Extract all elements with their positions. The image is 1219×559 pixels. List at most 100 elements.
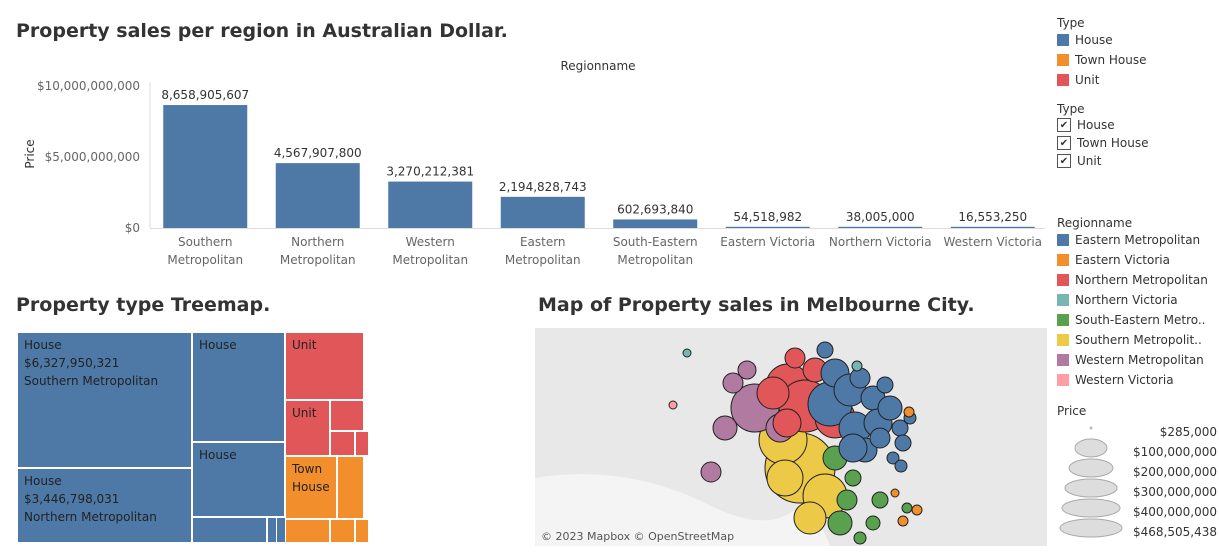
color-swatch: [1057, 274, 1069, 286]
treemap-cell-house[interactable]: House: [192, 442, 285, 517]
legend-item-region[interactable]: Northern Metropolitan: [1057, 270, 1208, 290]
treemap-cell-small[interactable]: [355, 519, 369, 543]
x-tick-label: Metropolitan: [617, 253, 693, 267]
legend-item-region[interactable]: Eastern Victoria: [1057, 250, 1208, 270]
map-bubble: [871, 491, 889, 509]
size-legend-shape: [1059, 518, 1123, 538]
legend-item-region[interactable]: Eastern Metropolitan: [1057, 230, 1208, 250]
map-bubble: [827, 510, 853, 536]
legend-item-region[interactable]: South-Eastern Metro..: [1057, 310, 1208, 330]
map-bubble: [851, 360, 863, 372]
size-legend-shape: [1068, 458, 1114, 478]
checkbox-checked-icon[interactable]: ✔: [1057, 136, 1071, 150]
treemap-cell-region: Southern Metropolitan: [24, 374, 159, 388]
checkbox-checked-icon[interactable]: ✔: [1057, 118, 1071, 132]
map-bubble: [877, 395, 903, 421]
y-axis-label: Price: [23, 139, 37, 168]
filter-item-town-house[interactable]: ✔ Town House: [1057, 134, 1148, 152]
size-legend-shape: [1064, 478, 1118, 498]
legend-item-region[interactable]: Northern Victoria: [1057, 290, 1208, 310]
treemap-cell-label: House: [199, 338, 237, 352]
treemap-cell-label: House: [292, 480, 330, 494]
size-legend-label: $468,505,438: [1133, 525, 1217, 539]
size-legend-label: $400,000,000: [1133, 505, 1217, 519]
size-legend-label: $285,000: [1159, 425, 1217, 439]
bar: [613, 219, 698, 228]
map-attribution: © 2023 Mapbox © OpenStreetMap: [541, 530, 735, 543]
treemap-cell-small[interactable]: [192, 517, 267, 543]
map[interactable]: [535, 328, 1047, 546]
treemap-cell-house-southern[interactable]: House $6,327,950,321 Southern Metropolit…: [17, 332, 192, 468]
color-swatch: [1057, 254, 1069, 266]
legend-item-town-house[interactable]: Town House: [1057, 50, 1146, 70]
color-swatch: [1057, 354, 1069, 366]
treemap-cell-townhouse[interactable]: Town House: [285, 456, 337, 519]
legend-label: South-Eastern Metro..: [1075, 313, 1206, 327]
color-swatch: [1057, 374, 1069, 386]
map-bubble: [911, 504, 923, 516]
legend-label: Western Metropolitan: [1075, 353, 1204, 367]
map-bubble: [844, 469, 862, 487]
bar-chart[interactable]: Regionname Price $10,000,000,000 $5,000,000…: [0, 50, 1050, 290]
y-tick-label: $0: [125, 221, 140, 235]
filter-label: Town House: [1077, 136, 1149, 150]
legend-label: Eastern Victoria: [1075, 253, 1170, 267]
bar: [163, 105, 248, 228]
x-tick-label: Northern: [291, 235, 344, 249]
legend-item-unit[interactable]: Unit: [1057, 70, 1146, 90]
x-axis-header: Regionname: [560, 59, 635, 73]
treemap[interactable]: House $6,327,950,321 Southern Metropolit…: [17, 332, 369, 543]
size-legend-shape: [1074, 438, 1108, 458]
treemap-cell-unit[interactable]: Unit: [285, 332, 364, 400]
filter-item-unit[interactable]: ✔ Unit: [1057, 152, 1148, 170]
bar: [838, 226, 923, 228]
treemap-cell-small[interactable]: [337, 456, 364, 519]
treemap-cell-label: House: [24, 338, 62, 352]
color-swatch: [1057, 74, 1069, 86]
legend-item-region[interactable]: Western Victoria: [1057, 370, 1208, 390]
bar-data-label: 8,658,905,607: [161, 88, 249, 102]
legend-item-region[interactable]: Western Metropolitan: [1057, 350, 1208, 370]
color-swatch: [1057, 294, 1069, 306]
bar: [725, 226, 810, 228]
treemap-cell-value: $6,327,950,321: [24, 356, 120, 370]
bar-data-label: 602,693,840: [617, 202, 693, 216]
treemap-cell-house-northern[interactable]: House $3,446,798,031 Northern Metropolit…: [17, 468, 192, 543]
map-bubble: [816, 341, 834, 359]
bar-chart-title: Property sales per region in Australian …: [16, 20, 508, 42]
map-bubble: [894, 434, 912, 452]
legend-label: Northern Victoria: [1075, 293, 1178, 307]
filter-item-house[interactable]: ✔ House: [1057, 116, 1148, 134]
x-tick-label: Western: [406, 235, 455, 249]
treemap-cell-small[interactable]: [330, 519, 355, 543]
treemap-cell-house[interactable]: House: [192, 332, 285, 442]
legend-label: Town House: [1075, 53, 1147, 67]
legend-label: Unit: [1075, 73, 1100, 87]
color-swatch: [1057, 334, 1069, 346]
legend-item-house[interactable]: House: [1057, 30, 1146, 50]
bar-data-label: 54,518,982: [733, 210, 802, 224]
size-legend-shape: [1061, 498, 1121, 518]
size-legend-labels: $285,000 $100,000,000 $200,000,000 $300,…: [1127, 422, 1217, 542]
treemap-cell-small[interactable]: [285, 519, 330, 543]
price-size-legend: Price $285,000 $100,000,000 $200,000,000…: [1057, 404, 1217, 539]
filter-title: Type: [1057, 102, 1085, 116]
type-filter: Type ✔ House ✔ Town House ✔ Unit: [1057, 102, 1148, 170]
map-bubble: [784, 347, 806, 369]
legend-item-region[interactable]: Southern Metropolit..: [1057, 330, 1208, 350]
checkbox-checked-icon[interactable]: ✔: [1057, 154, 1071, 168]
y-tick-label: $10,000,000,000: [37, 79, 140, 93]
bar: [500, 196, 585, 228]
treemap-cell-unit[interactable]: Unit: [285, 400, 330, 456]
treemap-cell-small[interactable]: [330, 400, 364, 431]
treemap-cell-small[interactable]: [355, 431, 369, 456]
map-bubble: [766, 459, 804, 497]
treemap-cell-small[interactable]: [330, 431, 355, 456]
map-bubble: [876, 376, 894, 394]
x-tick-label: Metropolitan: [167, 253, 243, 267]
bar: [388, 181, 473, 228]
legend-label: Eastern Metropolitan: [1075, 233, 1201, 247]
map-bubble: [756, 376, 790, 410]
map-bubble: [897, 515, 909, 527]
legend-label: Northern Metropolitan: [1075, 273, 1208, 287]
